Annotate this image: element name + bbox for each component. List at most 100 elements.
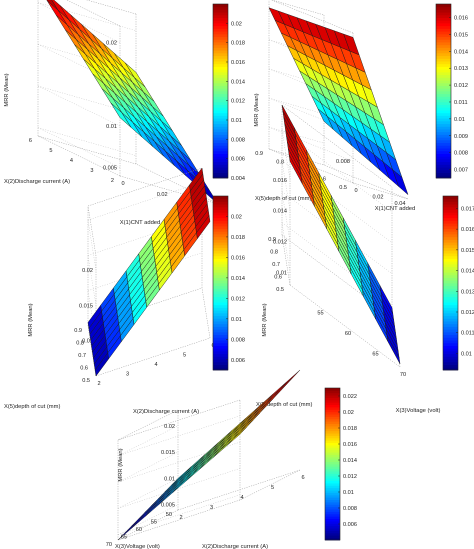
colorbar-swatch (325, 530, 340, 534)
grid-line (87, 167, 203, 207)
colorbar-swatch (436, 91, 451, 95)
colorbar-swatch (325, 388, 340, 391)
colorbar-swatch (213, 107, 228, 111)
colorbar-swatch (213, 223, 228, 227)
colorbar-swatch (443, 307, 458, 311)
colorbar-swatch (436, 134, 451, 138)
colorbar-frame (212, 195, 229, 371)
grid-line (37, 127, 137, 156)
grid-line (37, 2, 137, 31)
colorbar-swatch (213, 234, 228, 238)
colorbar-swatch (443, 225, 458, 230)
colorbar-swatch (443, 323, 458, 327)
colorbar-swatch (325, 492, 340, 496)
grid-line (37, 85, 137, 115)
colorbar-tick-label: 0.012 (461, 310, 474, 316)
y-tick-label: 0.8 (270, 250, 278, 256)
colorbar-frame (212, 3, 229, 179)
grid-line (177, 469, 301, 511)
colorbar-swatch (213, 42, 228, 46)
colorbar-swatch (436, 148, 451, 152)
z-tick-label: 0.016 (273, 178, 287, 184)
colorbar-swatch (213, 4, 228, 8)
colorbar-swatch (443, 283, 458, 287)
colorbar-swatch (436, 150, 451, 154)
z-tick-label: 0.01 (276, 271, 287, 277)
colorbar-swatch (443, 329, 458, 333)
colorbar-swatch (325, 497, 340, 501)
colorbar-swatch (325, 459, 340, 463)
colorbar-swatch (436, 139, 451, 144)
colorbar-tick-label: 0.008 (231, 337, 245, 343)
x-axis-label: X(2)Discharge current (A) (202, 544, 268, 549)
grid-line (37, 135, 137, 165)
colorbar-tick-label: 0.017 (461, 206, 474, 212)
colorbar-swatch (443, 231, 458, 235)
grid-line (37, 135, 121, 177)
colorbar-tick-label: 0.004 (231, 176, 245, 182)
x-tick-label: 65 (372, 352, 378, 358)
colorbar-swatch (325, 509, 340, 512)
colorbar-swatch (443, 253, 458, 257)
grid-line (66, 0, 121, 27)
colorbar-swatch (325, 483, 340, 486)
colorbar-swatch (213, 206, 228, 210)
colorbar-swatch (443, 269, 458, 273)
colorbar-swatch (213, 196, 228, 200)
colorbar-swatch (325, 435, 340, 439)
colorbar-swatch (213, 77, 228, 81)
y-axis-label: X(5)depth of cut (mm) (255, 196, 311, 202)
colorbar-swatch (213, 142, 228, 146)
colorbar-swatch (213, 321, 228, 325)
colorbar-swatch (213, 150, 228, 154)
colorbar-tick-label: 0.01 (343, 490, 354, 496)
colorbar-swatch (325, 475, 340, 479)
grid-line (87, 181, 203, 221)
colorbar-tick-label: 0.016 (454, 16, 468, 22)
colorbar-swatch (213, 44, 228, 48)
colorbar-swatch (213, 14, 228, 18)
x-tick-label: 3 (126, 372, 129, 378)
colorbar-swatch (325, 447, 340, 451)
grid-line (117, 509, 179, 541)
colorbar-swatch (443, 209, 458, 213)
colorbar-swatch (436, 69, 451, 73)
colorbar-swatch (443, 234, 458, 238)
colorbar-swatch (436, 77, 451, 81)
grid-line (117, 478, 179, 509)
y-tick-label: 0.9 (255, 151, 263, 157)
colorbar-swatch (436, 23, 451, 27)
colorbar-swatch (436, 107, 451, 111)
surface-patch (279, 369, 301, 390)
colorbar-swatch (443, 296, 458, 300)
colorbar-swatch (213, 315, 228, 319)
x-tick-label: 2 (97, 381, 100, 387)
colorbar-swatch (213, 326, 228, 330)
colorbar-swatch (213, 255, 228, 259)
colorbar-swatch (213, 215, 228, 219)
colorbar-swatch (213, 236, 228, 240)
z-tick-label: 0.012 (273, 240, 287, 246)
surface-patch (171, 466, 192, 486)
z-tick-label: 0.01 (82, 339, 93, 345)
colorbar-swatch (443, 228, 458, 232)
grid-line (95, 337, 211, 377)
colorbar-swatch (325, 523, 340, 527)
colorbar-swatch (436, 167, 451, 171)
colorbar-swatch (325, 511, 340, 515)
y-tick-label: 4 (70, 158, 73, 164)
x-tick-label: 0 (354, 188, 357, 194)
colorbar-swatch (213, 137, 228, 141)
colorbar-swatch (443, 242, 458, 246)
colorbar-swatch (443, 250, 458, 254)
colorbar-swatch (325, 471, 340, 474)
colorbar-swatch (325, 516, 340, 520)
x-tick-label: 5 (183, 353, 186, 359)
colorbar-swatch (436, 142, 451, 146)
x-tick-label: 0.04 (395, 201, 406, 207)
grid-line (268, 97, 325, 115)
colorbar-swatch (213, 367, 228, 371)
colorbar-swatch (213, 99, 228, 103)
z-axis-label: MRR (Mean) (254, 93, 260, 126)
colorbar-swatch (213, 85, 228, 89)
